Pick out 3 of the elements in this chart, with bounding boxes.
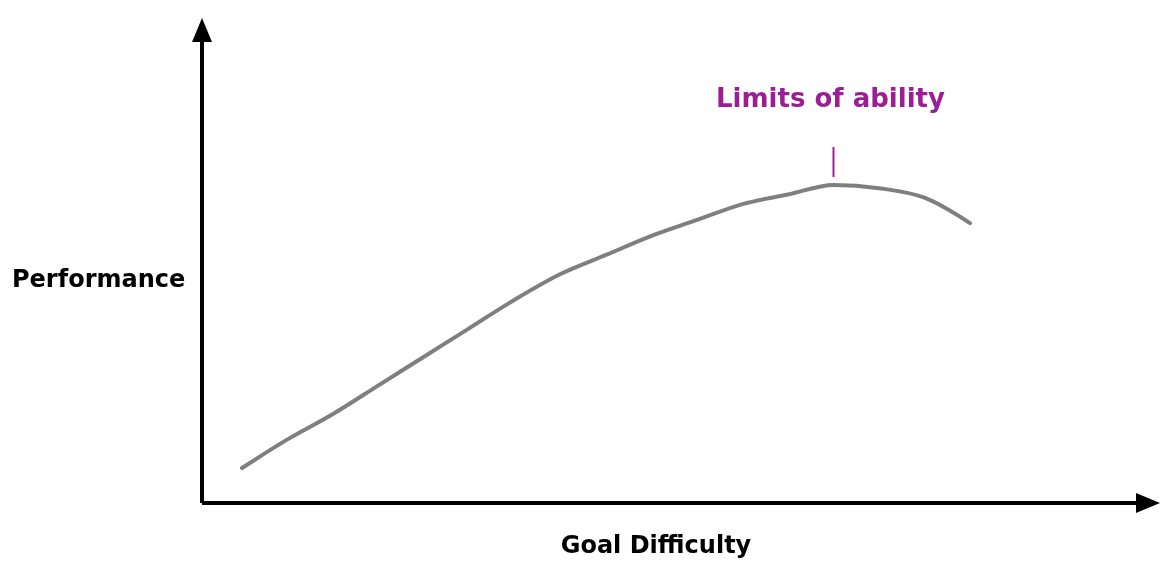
y-axis-title: Performance	[12, 265, 186, 293]
text: Limits of ability	[716, 83, 946, 113]
x-axis-title: Goal Difficulty	[560, 531, 752, 559]
